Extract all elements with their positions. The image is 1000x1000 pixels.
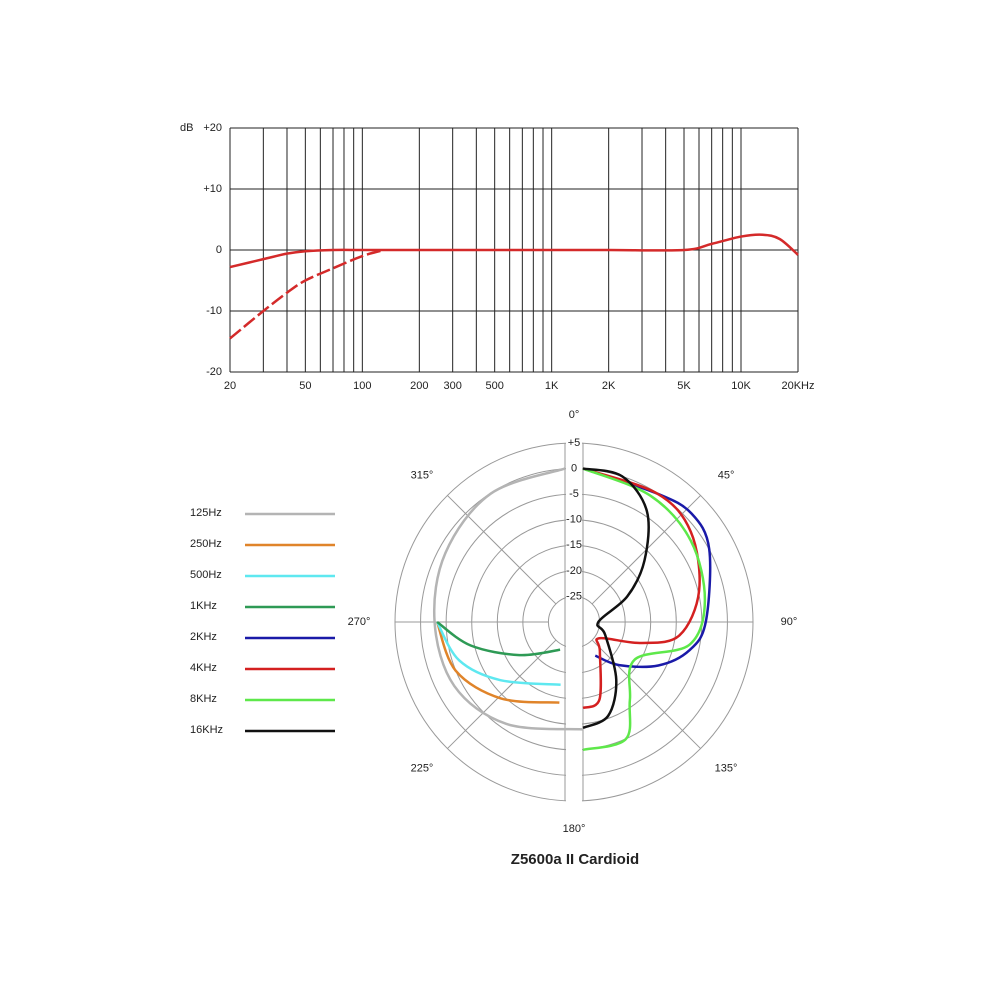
r-tick-label: -10 [566, 514, 582, 526]
angle-label: 225° [411, 762, 434, 774]
angle-label: 315° [411, 470, 434, 482]
r-tick-label: 0 [571, 462, 577, 474]
response-line [229, 233, 799, 269]
x-tick-label: 200 [410, 380, 428, 392]
r-tick-label: -5 [569, 488, 579, 500]
x-tick-label: 50 [299, 380, 311, 392]
angle-label: 270° [348, 616, 371, 628]
angle-label: 135° [715, 762, 738, 774]
legend-label: 125Hz [190, 507, 222, 519]
polar-curve [582, 467, 707, 752]
legend-label: 4KHz [190, 662, 217, 674]
x-tick-label: 20 [224, 380, 236, 392]
legend-label: 8KHz [190, 693, 217, 705]
y-tick-label: +20 [203, 122, 222, 134]
response-line [229, 248, 385, 340]
polar-curve [435, 621, 560, 704]
polar-curve [582, 467, 701, 710]
x-tick-label: 10K [731, 380, 751, 392]
angle-label: 0° [569, 409, 580, 421]
y-tick-label: +10 [203, 183, 222, 195]
chart-title: Z5600a II Cardioid [511, 851, 639, 868]
angle-label: 180° [563, 823, 586, 835]
x-tick-label: 500 [485, 380, 503, 392]
r-tick-label: -20 [566, 565, 582, 577]
center-gap [566, 437, 582, 807]
polar-spoke [447, 639, 557, 749]
legend-label: 1KHz [190, 600, 217, 612]
polar-curve [582, 467, 650, 730]
y-tick-label: -20 [206, 366, 222, 378]
x-tick-label: 20KHz [781, 380, 814, 392]
r-tick-label: -25 [566, 590, 582, 602]
r-tick-label: +5 [568, 437, 581, 449]
x-tick-label: 2K [602, 380, 616, 392]
y-tick-label: -10 [206, 305, 222, 317]
legend-label: 16KHz [190, 724, 223, 736]
legend-label: 250Hz [190, 538, 222, 550]
polar-curve [436, 621, 561, 686]
legend-label: 500Hz [190, 569, 222, 581]
y-axis-label: dB [180, 122, 193, 134]
polar-spoke [591, 639, 701, 749]
angle-label: 45° [718, 470, 735, 482]
angle-label: 90° [781, 616, 798, 628]
x-tick-label: 300 [443, 380, 461, 392]
y-tick-label: 0 [216, 244, 222, 256]
x-tick-label: 1K [545, 380, 559, 392]
x-tick-label: 5K [677, 380, 691, 392]
r-tick-label: -15 [566, 539, 582, 551]
polar-curve [436, 620, 561, 657]
x-tick-label: 100 [353, 380, 371, 392]
polar-curve [433, 467, 584, 731]
polar-spoke [447, 495, 557, 605]
legend-label: 2KHz [190, 631, 217, 643]
